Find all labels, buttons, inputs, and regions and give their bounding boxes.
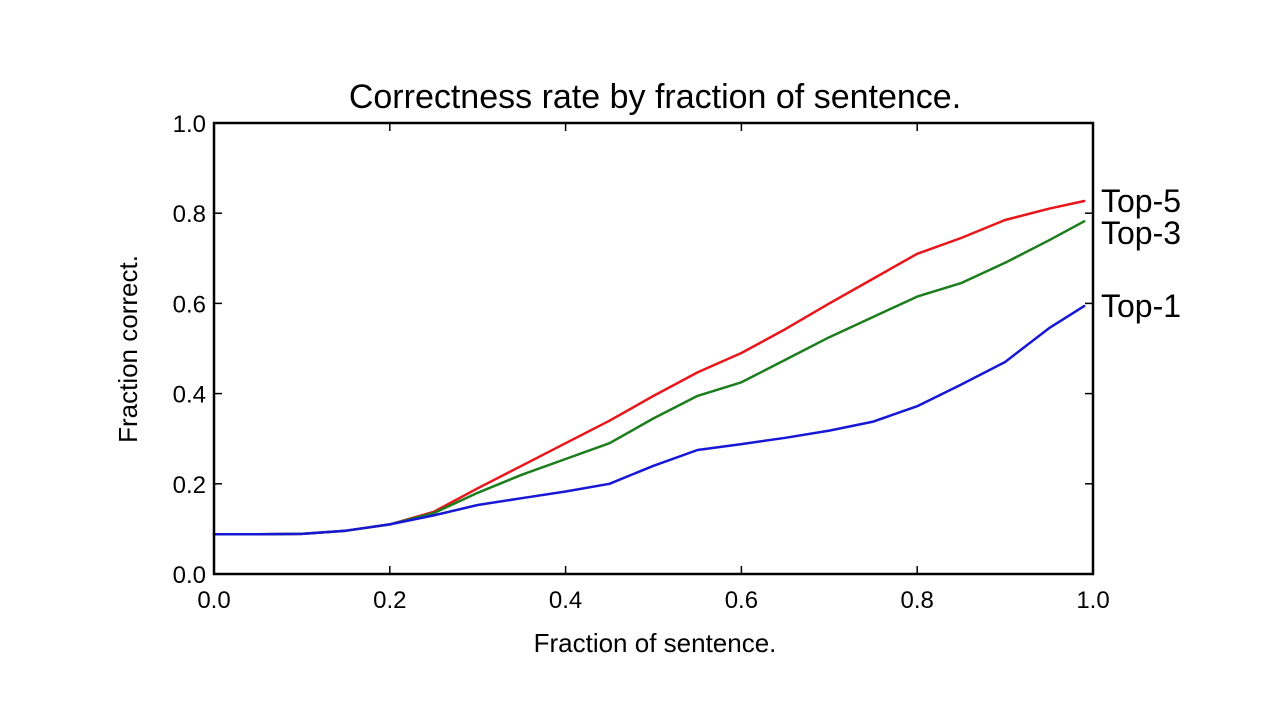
y-axis-label: Fraction correct. xyxy=(113,255,143,443)
plot-frame xyxy=(212,121,1095,576)
x-tick-label: 0.4 xyxy=(549,587,582,614)
x-tick-label: 0.2 xyxy=(373,587,406,614)
series-label-top-5: Top-5 xyxy=(1101,183,1181,219)
x-tick-label: 1.0 xyxy=(1076,587,1109,614)
x-tick-label: 0.6 xyxy=(725,587,758,614)
series-label-top-3: Top-3 xyxy=(1101,215,1181,251)
y-tick-label: 1.0 xyxy=(173,111,206,138)
x-tick-label: 0.8 xyxy=(901,587,934,614)
series-layer xyxy=(212,199,1086,536)
x-tick-label: 0.0 xyxy=(197,587,230,614)
y-tick-label: 0.8 xyxy=(173,201,206,228)
tick-layer: 0.0 0.2 0.4 0.6 0.8 1.0 0.0 0.2 0.4 0.6 0.8 1.0 xyxy=(173,111,1110,614)
y-tick-label: 0.2 xyxy=(173,472,206,499)
y-tick-label: 0.6 xyxy=(173,291,206,318)
x-axis-label: Fraction of sentence. xyxy=(534,628,777,658)
y-tick-label: 0.4 xyxy=(173,382,206,409)
chart-title: Correctness rate by fraction of sentence… xyxy=(349,78,961,116)
series-label-top-1: Top-1 xyxy=(1101,288,1181,324)
y-tick-label: 0.0 xyxy=(173,562,206,589)
series-line-top-1 xyxy=(212,304,1086,536)
